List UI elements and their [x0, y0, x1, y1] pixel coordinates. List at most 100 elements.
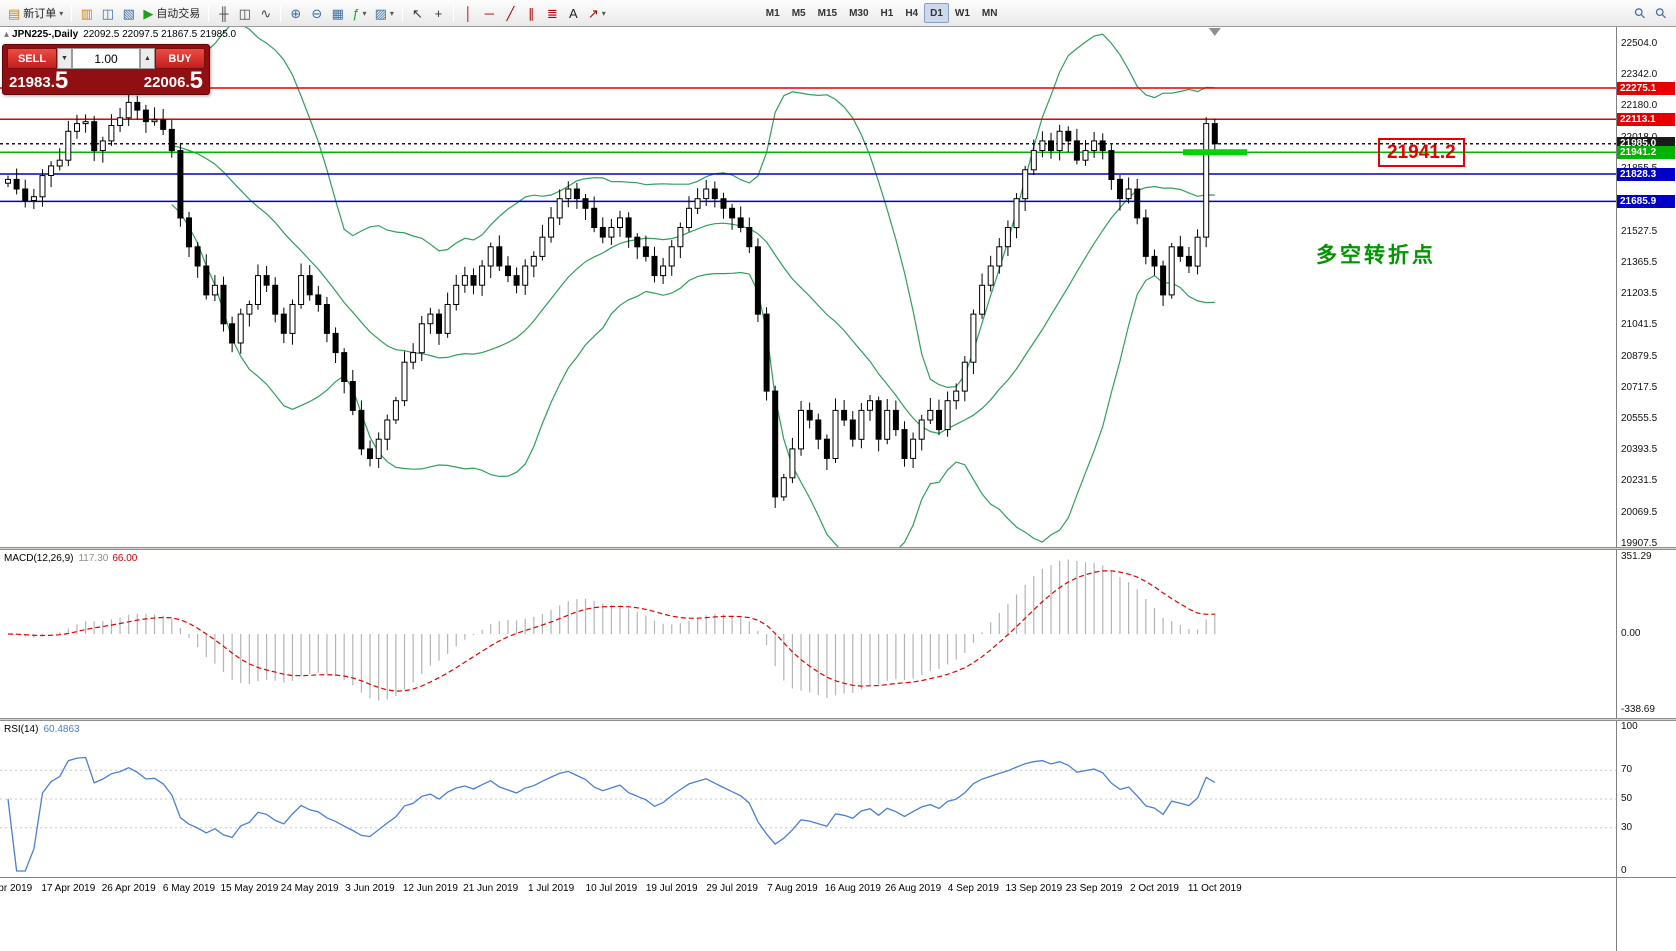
- candle: [737, 217, 744, 228]
- rsi-canvas[interactable]: [0, 721, 1616, 877]
- volume-input[interactable]: 1.00: [72, 48, 140, 69]
- volume-down-icon[interactable]: ▼: [57, 48, 72, 69]
- text-button[interactable]: A: [563, 3, 584, 24]
- candle: [375, 438, 382, 459]
- price-axis-label: 22504.0: [1621, 37, 1658, 49]
- line-chart-button[interactable]: ∿: [255, 3, 276, 24]
- candle: [142, 109, 149, 123]
- market-watch-button[interactable]: ▥: [76, 3, 97, 24]
- candle: [867, 400, 873, 411]
- new-order-label: 新订单: [23, 8, 57, 20]
- candle: [1203, 123, 1210, 238]
- main-chart-plot[interactable]: [0, 27, 1616, 547]
- timeframe-button-H1[interactable]: H1: [880, 7, 894, 19]
- zoom-out-button[interactable]: ⊖: [306, 3, 327, 24]
- chevron-down-icon[interactable]: ▾: [601, 8, 606, 18]
- timeframe-button-D1[interactable]: D1: [924, 3, 949, 23]
- new-order-button[interactable]: ▤ 新订单 ▾: [4, 3, 67, 24]
- candle: [461, 275, 468, 286]
- candle: [65, 130, 72, 161]
- volume-up-icon[interactable]: ▲: [140, 48, 155, 69]
- candle: [56, 159, 63, 167]
- navigator-button[interactable]: ▧: [118, 3, 139, 24]
- autotrading-button[interactable]: ▶ 自动交易: [139, 3, 204, 24]
- timeframe-button-H4[interactable]: H4: [905, 7, 919, 19]
- buy-button[interactable]: BUY: [155, 48, 205, 69]
- macd-name: MACD(12,26,9): [4, 553, 74, 564]
- annotation-note-text[interactable]: 多空转折点: [1316, 244, 1436, 267]
- bar-chart-button[interactable]: ╫: [213, 3, 234, 24]
- equidistant-channel-button[interactable]: ∥: [521, 3, 542, 24]
- crosshair-button[interactable]: +: [428, 3, 449, 24]
- rsi-axis: 100 70 50 30 0: [1616, 721, 1676, 877]
- toolbar-separator: [452, 4, 454, 22]
- candle: [953, 390, 960, 402]
- candle: [91, 121, 98, 152]
- buy-price[interactable]: 22006. 5: [144, 69, 203, 93]
- candle: [565, 188, 572, 200]
- panel-splitter[interactable]: [0, 718, 1676, 721]
- candle: [841, 409, 848, 421]
- quick-search-button[interactable]: ⚲: [1651, 3, 1672, 24]
- candle: [332, 332, 339, 354]
- timeframe-button-M5[interactable]: M5: [791, 7, 806, 19]
- tile-windows-button[interactable]: ▦: [327, 3, 348, 24]
- candle: [772, 390, 779, 498]
- chart-symbol-period: JPN225-,Daily: [12, 29, 79, 40]
- toolbar-separator: [71, 4, 73, 22]
- rsi-name: RSI(14): [4, 724, 39, 735]
- price-axis-label: 19907.5: [1621, 537, 1658, 547]
- price-axis-label: 20879.5: [1621, 350, 1658, 362]
- trendline-icon: ╱: [506, 5, 515, 21]
- chevron-down-icon[interactable]: ▾: [362, 8, 367, 18]
- vertical-line-button[interactable]: │: [458, 3, 479, 24]
- search-button[interactable]: ⚲: [1630, 3, 1651, 24]
- time-axis: 8 Apr 2019 17 Apr 2019 26 Apr 2019 6 May 20…: [0, 877, 1676, 951]
- price-axis-label: 21527.5: [1621, 225, 1658, 237]
- zoom-in-button[interactable]: ⊕: [285, 3, 306, 24]
- tile-windows-icon: ▦: [331, 5, 344, 21]
- autotrading-label: 自动交易: [156, 8, 201, 20]
- timeframe-button-M1[interactable]: M1: [765, 7, 780, 19]
- macd-plot[interactable]: [0, 550, 1616, 718]
- cursor-button[interactable]: ↖: [407, 3, 428, 24]
- fibonacci-button[interactable]: ≣: [542, 3, 563, 24]
- sell-price[interactable]: 21983. 5: [9, 69, 68, 93]
- indicators-button[interactable]: ƒ ▾: [348, 3, 370, 24]
- candle: [479, 265, 486, 286]
- date-label: 12 Jun 2019: [402, 883, 458, 894]
- macd-canvas[interactable]: [0, 550, 1616, 718]
- chevron-down-icon[interactable]: ▾: [389, 8, 394, 18]
- candle: [961, 361, 968, 392]
- new-order-icon: ▤: [8, 5, 21, 21]
- main-chart-canvas[interactable]: [0, 27, 1616, 547]
- candle: [177, 150, 184, 219]
- candle: [513, 275, 520, 286]
- price-axis-label: 22018.0: [1621, 132, 1657, 143]
- chart-shift-marker-icon[interactable]: [1208, 28, 1221, 36]
- timeframe-button-M30[interactable]: M30: [849, 7, 869, 19]
- price-callout-box[interactable]: 21941.2: [1378, 138, 1465, 167]
- trendline-button[interactable]: ╱: [500, 3, 521, 24]
- candlestick-chart-button[interactable]: ◫: [234, 3, 255, 24]
- data-window-button[interactable]: ◫: [97, 3, 118, 24]
- timeframe-button-W1[interactable]: W1: [954, 7, 970, 19]
- sell-button[interactable]: SELL: [7, 48, 57, 69]
- candle: [401, 361, 408, 402]
- panel-splitter[interactable]: [0, 547, 1676, 550]
- rsi-plot[interactable]: [0, 721, 1616, 877]
- macd-value-main: 117.30: [78, 553, 109, 564]
- timeframe-button-MN[interactable]: MN: [981, 7, 998, 19]
- axis-corner-line: [1616, 878, 1617, 951]
- candle: [798, 409, 804, 450]
- candle: [780, 477, 787, 498]
- macd-axis-label: 0.00: [1621, 628, 1641, 639]
- chevron-down-icon[interactable]: ▾: [59, 8, 64, 18]
- horizontal-line-button[interactable]: ─: [479, 3, 500, 24]
- date-label: 24 May 2019: [280, 883, 339, 894]
- chart-template-button[interactable]: ▨ ▾: [371, 3, 398, 24]
- collapse-one-click-icon[interactable]: ▴: [4, 29, 10, 40]
- arrows-button[interactable]: ↗ ▾: [584, 3, 610, 24]
- candle: [1142, 217, 1149, 257]
- timeframe-button-M15[interactable]: M15: [817, 7, 838, 19]
